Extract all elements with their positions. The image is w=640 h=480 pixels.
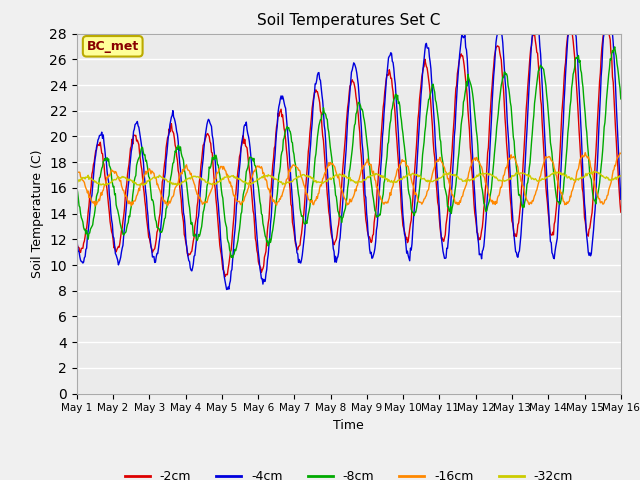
-16cm [140, 176, 147, 181]
-2cm [431, 166, 439, 171]
-8cm [83, 228, 90, 233]
-2cm [416, 96, 424, 102]
-16cm [431, 160, 439, 166]
-2cm [223, 272, 231, 277]
-2cm [83, 225, 90, 231]
Line: -2cm: -2cm [77, 34, 621, 276]
-2cm [617, 209, 625, 215]
-8cm [229, 255, 237, 261]
-8cm [73, 185, 81, 191]
-4cm [83, 245, 90, 251]
-2cm [221, 274, 229, 279]
-8cm [416, 185, 424, 191]
-16cm [416, 199, 424, 205]
-32cm [83, 175, 90, 180]
-4cm [139, 154, 147, 160]
-16cm [195, 193, 202, 199]
Line: -4cm: -4cm [77, 34, 621, 289]
-8cm [611, 44, 619, 50]
-32cm [431, 178, 439, 183]
-32cm [195, 174, 202, 180]
-16cm [223, 171, 231, 177]
-4cm [416, 116, 424, 122]
-16cm [581, 150, 589, 156]
Line: -8cm: -8cm [77, 47, 621, 258]
-2cm [73, 239, 81, 244]
-4cm [223, 287, 230, 292]
-8cm [223, 225, 230, 230]
Y-axis label: Soil Temperature (C): Soil Temperature (C) [31, 149, 44, 278]
-4cm [617, 196, 625, 202]
-32cm [136, 182, 143, 188]
-2cm [139, 175, 147, 181]
-16cm [73, 171, 81, 177]
-4cm [458, 31, 466, 36]
-16cm [617, 151, 625, 156]
X-axis label: Time: Time [333, 419, 364, 432]
-32cm [617, 173, 625, 179]
Title: Soil Temperatures Set C: Soil Temperatures Set C [257, 13, 440, 28]
Line: -32cm: -32cm [77, 171, 621, 185]
-8cm [139, 145, 147, 151]
Legend: -2cm, -4cm, -8cm, -16cm, -32cm: -2cm, -4cm, -8cm, -16cm, -32cm [120, 465, 578, 480]
-16cm [83, 187, 90, 192]
-8cm [617, 96, 625, 102]
-32cm [140, 182, 147, 188]
-4cm [223, 286, 231, 292]
-16cm [91, 203, 99, 209]
-4cm [431, 143, 439, 148]
-8cm [431, 97, 439, 103]
-32cm [589, 168, 597, 174]
-32cm [416, 173, 424, 179]
-2cm [194, 199, 202, 204]
-2cm [531, 31, 538, 36]
-4cm [73, 234, 81, 240]
-32cm [73, 180, 81, 186]
-32cm [223, 174, 231, 180]
-8cm [194, 236, 202, 242]
-4cm [194, 216, 202, 222]
Text: BC_met: BC_met [86, 40, 139, 53]
Line: -16cm: -16cm [77, 153, 621, 206]
